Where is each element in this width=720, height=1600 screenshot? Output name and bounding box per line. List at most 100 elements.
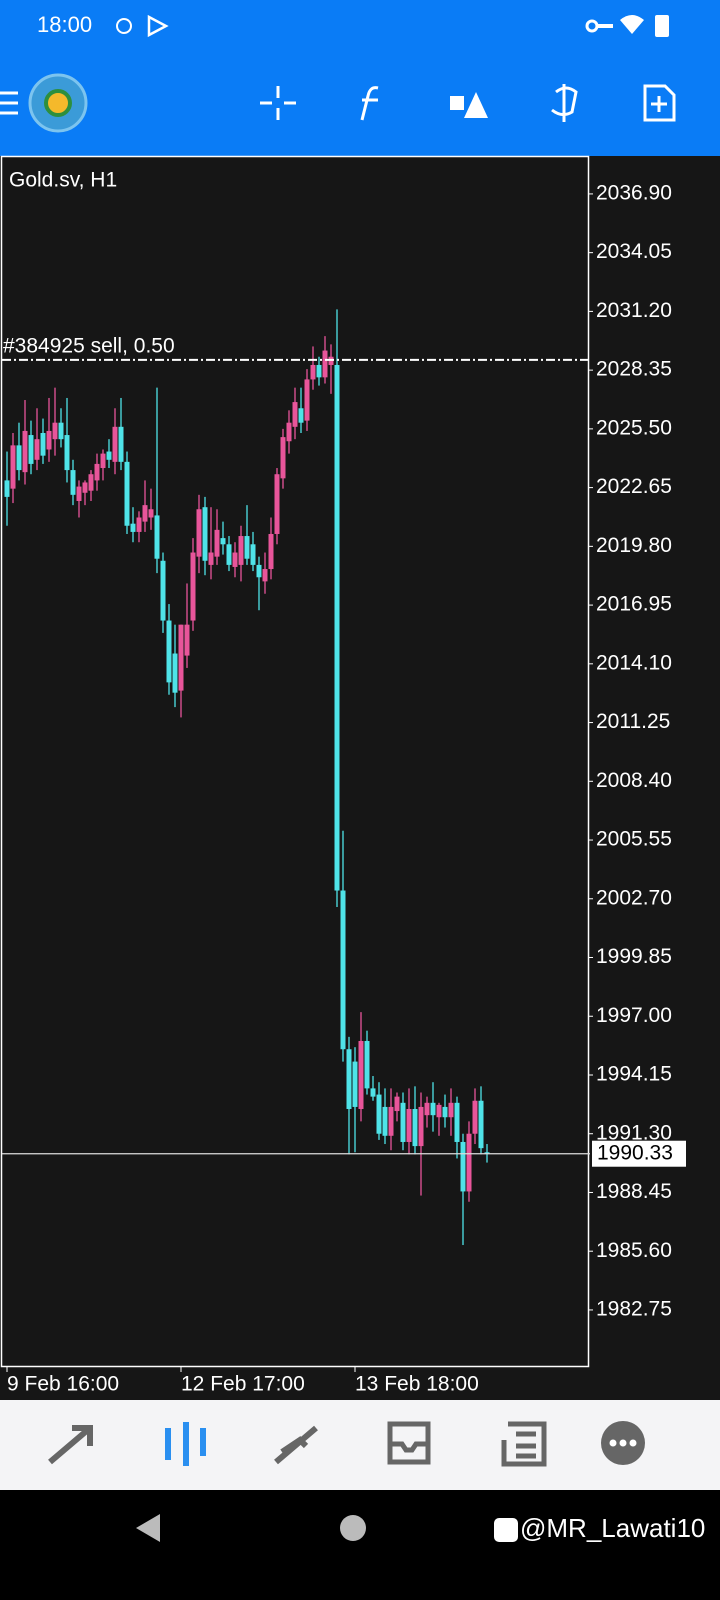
new-order-button[interactable] [643,84,676,122]
candle-body [148,509,154,518]
indicator-button[interactable] [360,86,379,121]
candle-body [190,552,196,621]
candle-body [400,1102,406,1142]
candle-body [106,451,112,460]
home-button[interactable] [340,1515,366,1541]
candle-body [46,430,52,450]
candle-body [316,364,322,378]
header-bg [0,0,720,156]
toolbar [0,73,676,133]
candle-body [298,408,304,423]
candle-body [112,426,118,462]
candle-body [430,1102,436,1116]
candle-body [142,505,148,522]
candle-body [52,422,58,440]
candle-body [472,1100,478,1134]
candle-body [130,523,136,532]
y-tick-label: 1985.60 [596,1239,672,1262]
candle-body [262,569,268,582]
y-tick-label: 1991.30 [596,1121,672,1144]
candle-body [376,1094,382,1134]
candle-body [250,544,256,565]
y-tick-label: 2016.95 [596,593,672,616]
candle-body [184,624,190,656]
candle-body [448,1102,454,1118]
candle-body [28,435,34,464]
news-tab[interactable] [501,1421,547,1467]
candle-body [136,517,142,532]
candle-body [16,445,22,471]
candle-body [370,1088,376,1097]
order-label: #384925 sell, 0.50 [3,334,175,357]
fb-icon [494,1518,518,1542]
candle-body [346,1049,352,1109]
candle-body [478,1100,484,1149]
candle-body [214,529,220,557]
candle-body [418,1106,424,1147]
candle-body [268,533,274,570]
candle-body [10,445,16,489]
candle-body [484,1152,490,1154]
candle-body [70,470,76,495]
candle-body [280,437,286,479]
candle-body [22,430,28,473]
candle-body [358,1040,364,1109]
candle-body [424,1102,430,1116]
y-tick-label: 1997.00 [596,1004,672,1027]
x-tick-label: 12 Feb 17:00 [181,1373,305,1396]
chat-tab[interactable] [601,1421,645,1465]
price-label: 1990.33 [597,1141,673,1164]
candle-body [58,422,64,440]
candle-body [388,1106,394,1136]
y-tick-label: 1982.75 [596,1297,672,1320]
candle-body [304,379,310,421]
y-tick-label: 2002.70 [596,886,672,909]
objects-button[interactable] [450,92,488,118]
y-tick-label: 2036.90 [596,181,672,204]
y-tick-label: 2011.25 [596,710,670,733]
chart-tab[interactable] [165,1422,206,1466]
trade-tab[interactable] [274,1425,318,1465]
candle-body [226,544,232,565]
candle-body [322,350,328,378]
status-time: 18:00 [37,12,92,37]
candle-body [328,356,334,365]
status-icons [116,14,669,38]
watermark: @MR_Lawati10 [520,1513,705,1543]
quotes-tab[interactable] [48,1425,93,1465]
candle-body [202,507,208,561]
candle-body [178,624,184,691]
candle-body [412,1108,418,1147]
y-tick-label: 1999.85 [596,945,672,968]
candle-body [196,509,202,557]
menu-button[interactable] [0,91,18,115]
candle-body [310,364,316,380]
y-tick-label: 2034.05 [596,240,672,263]
plot: 2036.90 2034.05 2031.20 2028.35 2025.50 2022.… [2,181,686,1396]
y-tick-label: 2028.35 [596,358,672,381]
crosshair-button[interactable] [260,86,296,120]
history-tab[interactable] [387,1421,431,1465]
candle-body [82,482,88,493]
candle-body [274,474,280,534]
candle-body [118,426,124,462]
candle-body [238,536,244,565]
candle-body [64,435,70,471]
back-button[interactable] [136,1514,160,1542]
candle-body [94,463,100,481]
trade-button[interactable] [551,84,578,122]
candle-body [394,1096,400,1112]
candle-body [100,453,106,469]
candle-body [340,890,346,1050]
x-tick-label: 9 Feb 16:00 [7,1373,119,1396]
candle-body [220,538,226,545]
candle-body [364,1040,370,1089]
candle-body [454,1102,460,1142]
candle-body [406,1108,412,1142]
candle-body [382,1106,388,1136]
candle-body [166,620,172,683]
candle-body [4,480,10,497]
y-tick-label: 2008.40 [596,769,672,792]
